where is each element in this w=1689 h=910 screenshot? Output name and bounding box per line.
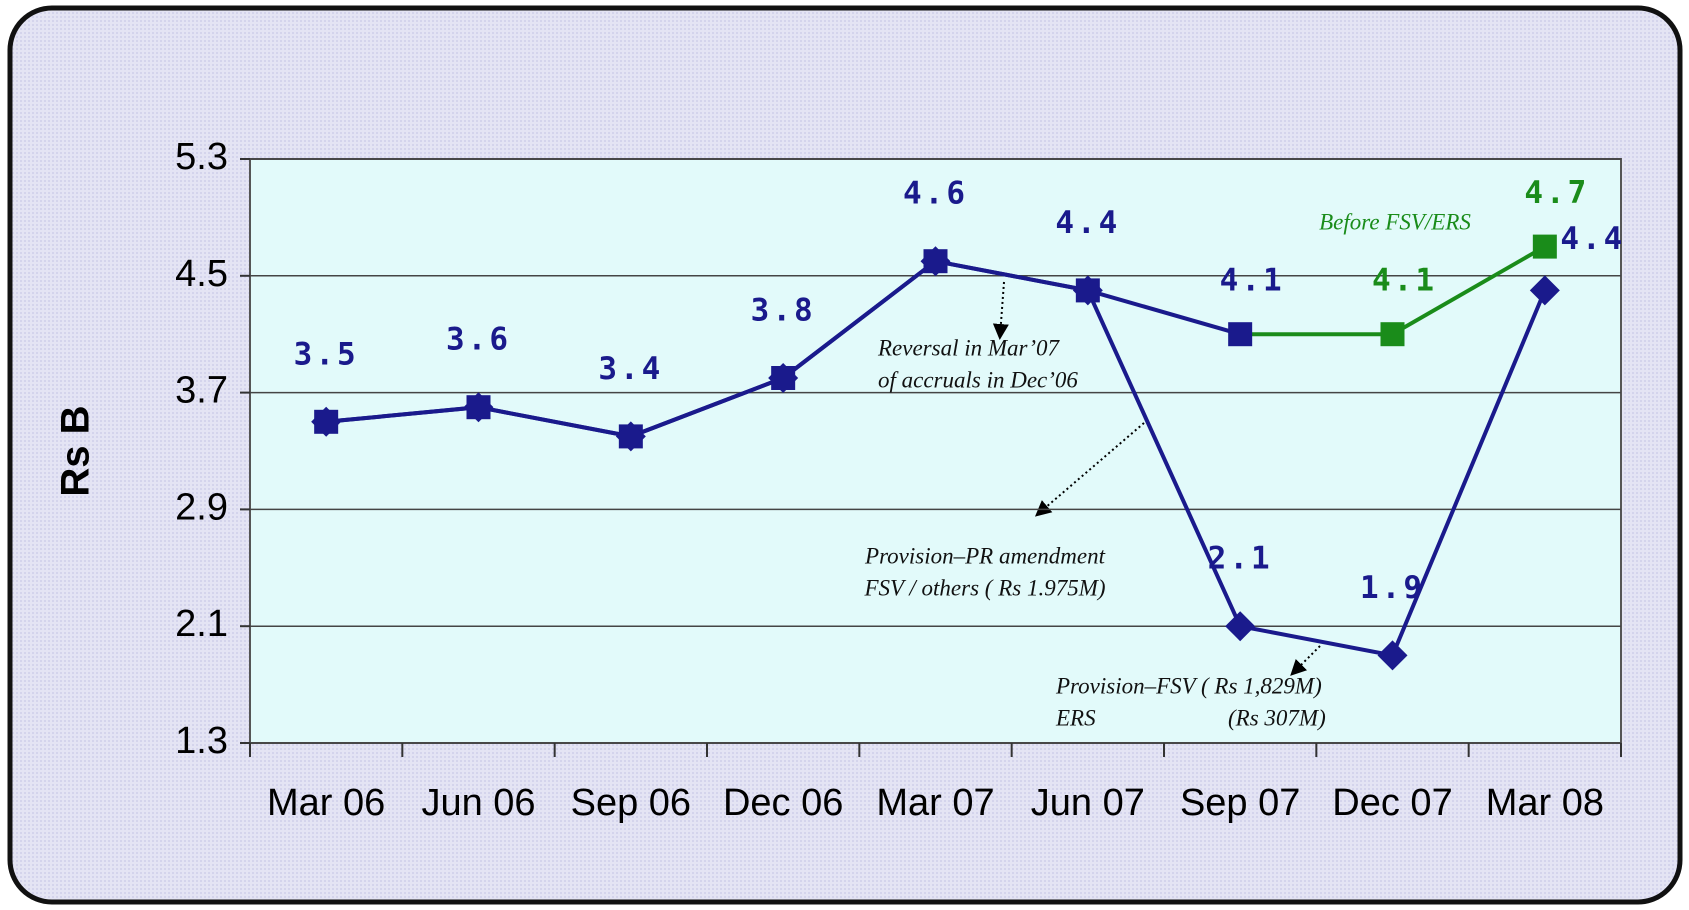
y-tick-label: 2.1 (175, 603, 228, 645)
y-tick-label: 3.7 (175, 370, 228, 412)
y-tick-label: 4.5 (175, 253, 228, 295)
marker (1228, 322, 1253, 347)
marker (1380, 322, 1405, 347)
marker (1377, 640, 1408, 671)
data-label: 1.9 (1360, 570, 1425, 606)
marker (1225, 611, 1256, 642)
x-tick-label: Mar 07 (876, 782, 994, 824)
data-label: 3.8 (751, 293, 816, 329)
marker (463, 392, 494, 423)
y-tick-label: 2.9 (175, 486, 228, 528)
data-label: 2.1 (1208, 541, 1273, 577)
line-segment (1087, 288, 1241, 337)
marker (311, 406, 342, 437)
data-label: 4.7 (1524, 175, 1589, 211)
arrow (1034, 422, 1145, 517)
line-segment (1391, 244, 1546, 336)
marker (615, 421, 646, 452)
data-label: 4.1 (1220, 263, 1285, 299)
series-label: Before FSV/ERS (1319, 209, 1471, 234)
x-tick-label: Mar 08 (1486, 782, 1604, 824)
data-label: 4.4 (1055, 205, 1120, 241)
arrow (992, 281, 1009, 340)
marker (1072, 275, 1103, 306)
arrow (1290, 645, 1321, 676)
annotation: of accruals in Dec’06 (878, 367, 1078, 392)
annotation: Reversal in Mar’07 (877, 335, 1060, 360)
data-label: 4.4 (1560, 221, 1625, 257)
annotation: Provision–FSV ( Rs 1,829M) (1055, 673, 1322, 698)
x-tick-label: Sep 07 (1180, 782, 1300, 824)
marker (1529, 275, 1560, 306)
data-label: 3.5 (294, 336, 359, 372)
annotation: FSV / others ( Rs 1.975M) (863, 575, 1105, 600)
x-tick-label: Jun 07 (1031, 782, 1145, 824)
x-tick-label: Mar 06 (267, 782, 385, 824)
y-axis-label: Rs B (54, 405, 98, 496)
x-tick-label: Jun 06 (421, 782, 535, 824)
y-tick-label: 5.3 (175, 136, 228, 178)
marker (1532, 234, 1557, 259)
y-tick-label: 1.3 (175, 720, 228, 762)
annotation: (Rs 307M) (1228, 705, 1326, 730)
x-tick-label: Dec 06 (723, 782, 843, 824)
data-label: 4.6 (903, 176, 968, 212)
data-label: 3.4 (598, 351, 663, 387)
annotation: ERS (1055, 705, 1096, 730)
marker (920, 246, 951, 277)
marker (768, 363, 799, 393)
x-tick-label: Sep 06 (571, 782, 691, 824)
x-tick-label: Dec 07 (1332, 782, 1452, 824)
annotation: Provision–PR amendment (864, 543, 1106, 568)
data-label: 4.1 (1372, 263, 1437, 299)
data-label: 3.6 (446, 322, 511, 358)
